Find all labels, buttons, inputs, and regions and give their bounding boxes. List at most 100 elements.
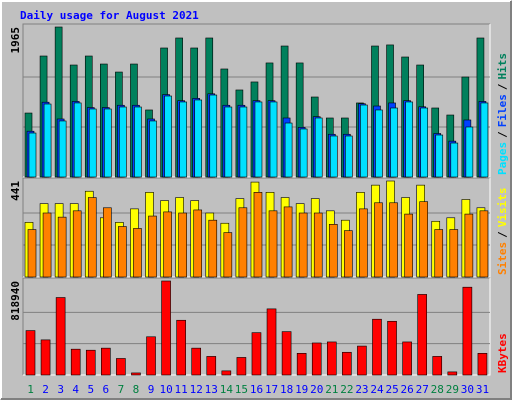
bar bbox=[251, 332, 262, 376]
bar bbox=[253, 192, 263, 278]
bar bbox=[209, 94, 218, 178]
bar bbox=[328, 224, 338, 278]
x-tick-label: 16 bbox=[250, 383, 263, 396]
bar bbox=[450, 142, 459, 178]
x-tick-label: 31 bbox=[476, 383, 489, 396]
x-tick-label: 9 bbox=[148, 383, 155, 396]
bar bbox=[85, 349, 96, 376]
bar bbox=[101, 347, 111, 376]
x-tick-label: 14 bbox=[220, 383, 234, 396]
bar bbox=[342, 351, 352, 376]
bar bbox=[311, 342, 322, 376]
bar bbox=[449, 229, 459, 278]
bar bbox=[57, 216, 67, 278]
bar bbox=[238, 207, 248, 278]
bar bbox=[179, 101, 187, 178]
bar bbox=[73, 102, 82, 178]
bar bbox=[58, 120, 67, 178]
x-tick-label: 2 bbox=[42, 383, 49, 396]
bar bbox=[208, 219, 218, 278]
bar bbox=[283, 206, 293, 278]
x-tick-label: 23 bbox=[355, 383, 368, 396]
bar bbox=[25, 330, 36, 376]
x-tick-label: 18 bbox=[280, 383, 293, 396]
bar bbox=[387, 320, 397, 376]
bar bbox=[477, 353, 488, 376]
bar bbox=[133, 228, 142, 278]
x-tick-label: 17 bbox=[265, 383, 278, 396]
legend-entry: KBytes bbox=[496, 333, 509, 373]
bar bbox=[465, 126, 474, 178]
bar bbox=[313, 212, 323, 278]
bar bbox=[419, 201, 428, 278]
y-max-label: 1965 bbox=[9, 27, 22, 54]
y-max-label: 818940 bbox=[9, 281, 22, 321]
bar bbox=[43, 103, 52, 178]
legend-entry: Sites bbox=[496, 242, 509, 275]
legend-entry: Pages bbox=[496, 142, 509, 175]
bar bbox=[296, 353, 307, 376]
bar bbox=[326, 341, 337, 376]
bar bbox=[299, 128, 308, 178]
x-tick-label: 13 bbox=[205, 383, 218, 396]
bar bbox=[28, 132, 37, 178]
bar bbox=[119, 106, 127, 178]
bar bbox=[479, 210, 489, 278]
bar bbox=[88, 108, 97, 178]
bar bbox=[434, 229, 444, 278]
bar bbox=[194, 99, 203, 178]
x-tick-label: 25 bbox=[385, 383, 398, 396]
legend-entry: Hits bbox=[496, 53, 509, 80]
x-tick-label: 12 bbox=[190, 383, 203, 396]
bar bbox=[148, 215, 157, 278]
x-tick-label: 29 bbox=[446, 383, 459, 396]
x-tick-label: 1 bbox=[27, 383, 34, 396]
bar bbox=[359, 208, 368, 278]
bar bbox=[344, 230, 353, 278]
legend: Sites / Visits bbox=[496, 188, 509, 276]
bar bbox=[236, 357, 247, 376]
x-tick-label: 21 bbox=[325, 383, 338, 396]
bar bbox=[464, 213, 474, 278]
bar bbox=[314, 117, 323, 178]
bar bbox=[55, 297, 66, 376]
bar bbox=[266, 308, 277, 376]
legend: KBytes bbox=[496, 333, 509, 373]
legend-separator: / bbox=[496, 131, 509, 138]
plot-bevel-dark bbox=[22, 177, 490, 277]
x-tick-label: 22 bbox=[340, 383, 353, 396]
x-tick-label: 10 bbox=[159, 383, 172, 396]
x-tick-label: 30 bbox=[461, 383, 474, 396]
bar bbox=[281, 331, 292, 376]
plot-bevel-dark bbox=[22, 277, 490, 375]
legend-entry: Files bbox=[496, 94, 509, 127]
bar bbox=[357, 345, 367, 376]
bar bbox=[116, 358, 126, 376]
x-tick-label: 15 bbox=[235, 383, 248, 396]
bar bbox=[191, 347, 202, 376]
bar bbox=[420, 107, 428, 178]
bar bbox=[389, 202, 398, 278]
bar bbox=[221, 370, 232, 376]
x-tick-label: 20 bbox=[310, 383, 323, 396]
bar bbox=[462, 286, 473, 376]
bar bbox=[163, 211, 172, 278]
bar bbox=[390, 107, 398, 178]
bar bbox=[268, 210, 278, 278]
bar bbox=[206, 356, 217, 376]
legend: Pages / Files / Hits bbox=[496, 53, 509, 175]
bar bbox=[103, 207, 112, 278]
bar bbox=[435, 134, 444, 178]
bar bbox=[405, 101, 413, 178]
bar bbox=[164, 95, 172, 178]
bar bbox=[134, 106, 142, 178]
x-tick-label: 24 bbox=[370, 383, 384, 396]
bar bbox=[72, 210, 82, 278]
bar bbox=[87, 197, 97, 278]
bar bbox=[239, 106, 248, 178]
bar bbox=[360, 104, 368, 178]
x-tick-label: 28 bbox=[431, 383, 444, 396]
